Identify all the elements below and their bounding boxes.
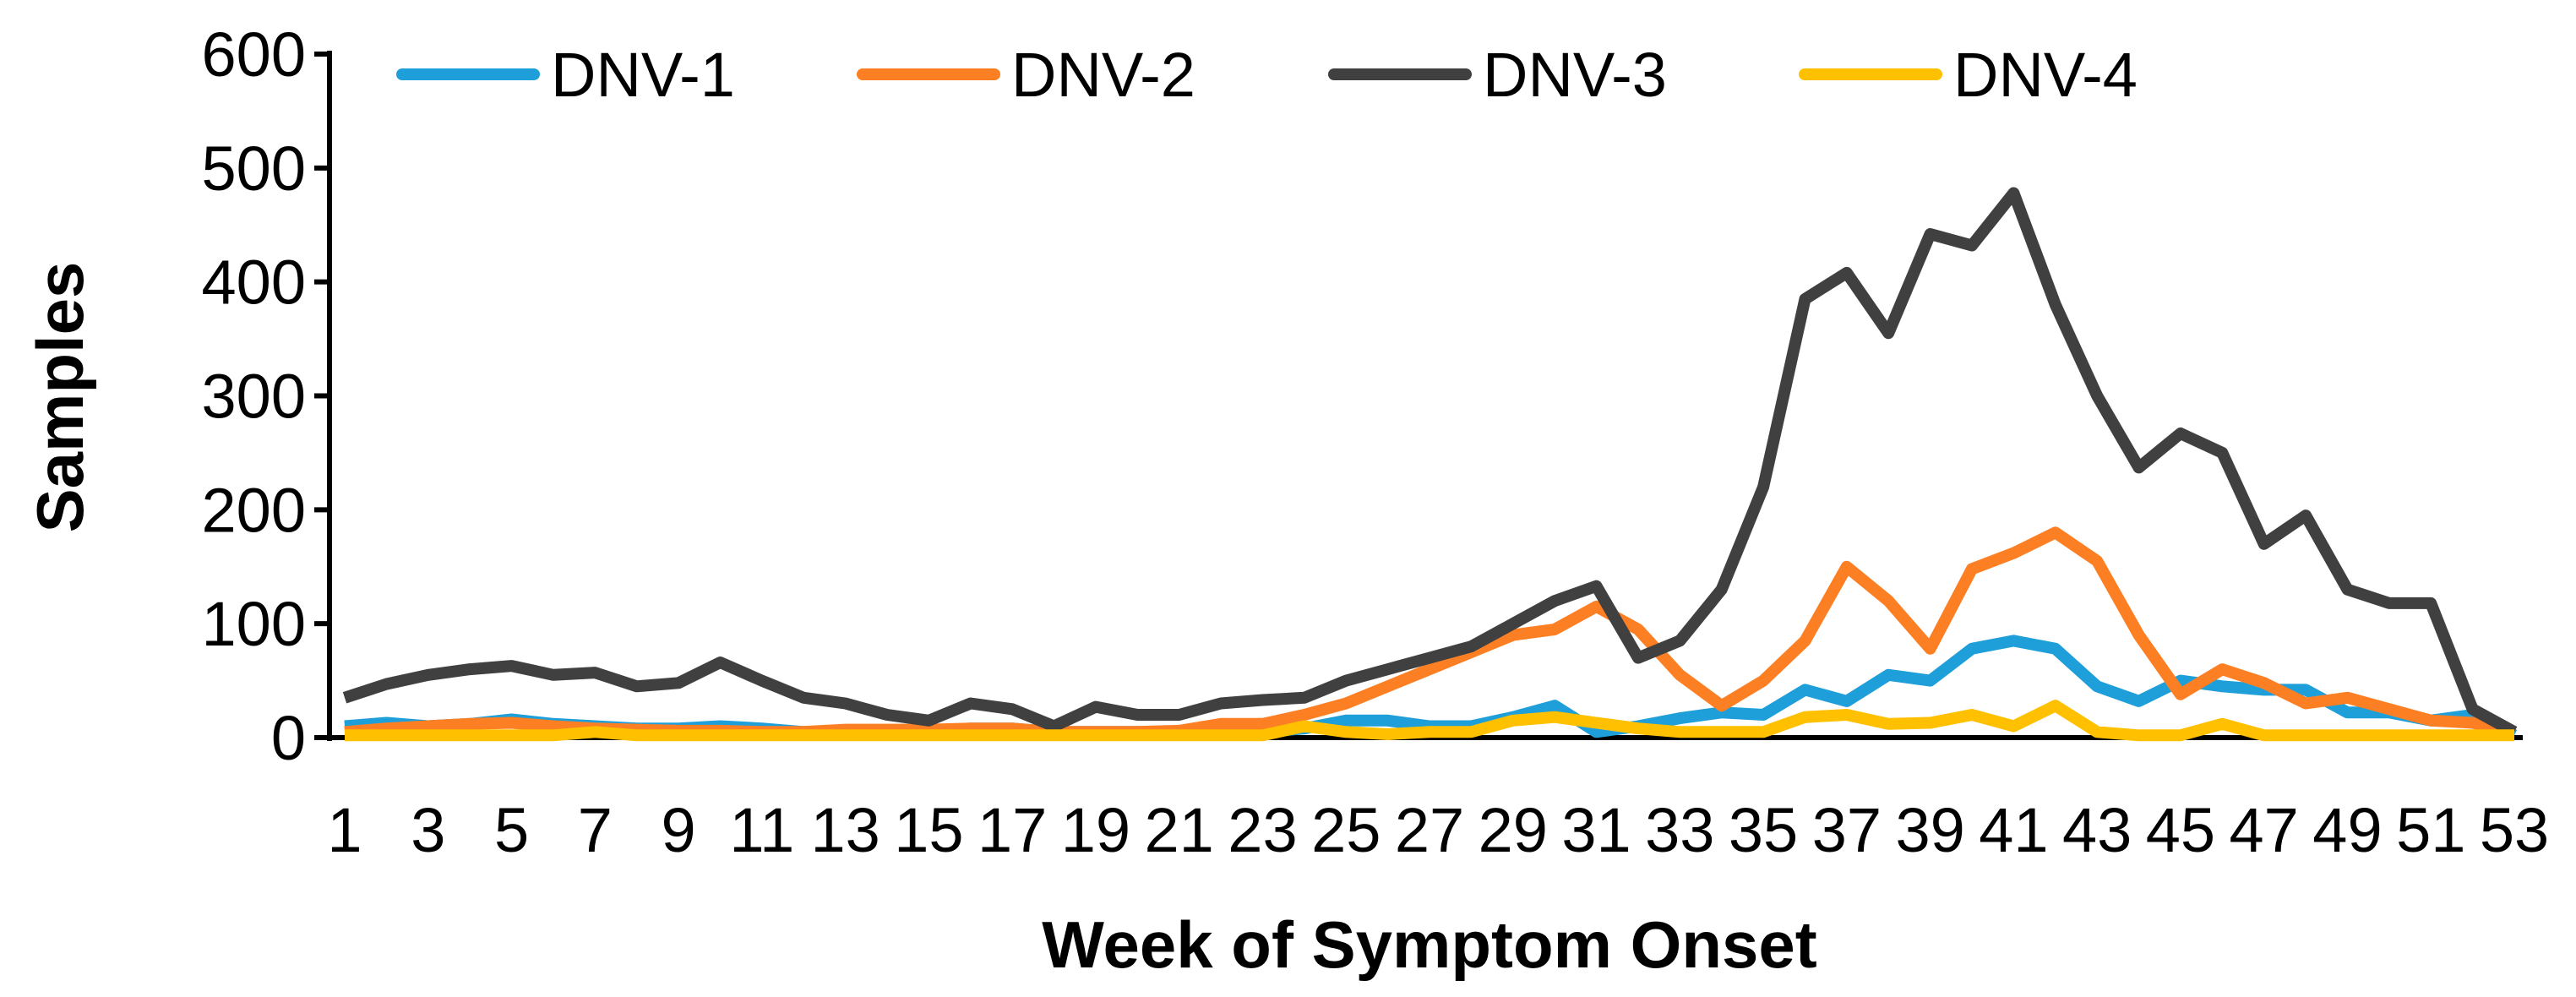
legend-label: DNV-3 xyxy=(1483,40,1667,110)
x-tick-label: 49 xyxy=(2312,795,2382,865)
y-axis: 0 100 200 300 400 500 600 xyxy=(202,19,332,773)
x-tick-label: 3 xyxy=(411,795,445,865)
legend: DNV-1 DNV-2 DNV-3 DNV-4 xyxy=(396,40,2138,110)
y-tick-label: 500 xyxy=(202,133,306,204)
legend-item-dnv-3: DNV-3 xyxy=(1328,40,1667,110)
x-tick-label: 1 xyxy=(327,795,362,865)
x-tick-label: 9 xyxy=(661,795,695,865)
legend-item-dnv-2: DNV-2 xyxy=(857,40,1195,110)
x-tick-label: 39 xyxy=(1895,795,1964,865)
y-tick-label: 100 xyxy=(202,589,306,659)
x-tick-label: 45 xyxy=(2146,795,2215,865)
series-line-dnv-2 xyxy=(344,526,2516,738)
x-tick-label: 37 xyxy=(1812,795,1882,865)
series-line-dnv-3 xyxy=(342,187,2518,738)
x-axis-label: Week of Symptom Onset xyxy=(1042,907,1816,982)
legend-item-dnv-4: DNV-4 xyxy=(1799,40,2138,110)
x-tick-label: 47 xyxy=(2230,795,2299,865)
x-tick-label: 53 xyxy=(2480,795,2549,865)
x-tick-label: 35 xyxy=(1729,795,1798,865)
y-axis-label: Samples xyxy=(23,262,97,533)
y-tick-label: 400 xyxy=(202,248,306,318)
x-tick-label: 21 xyxy=(1145,795,1214,865)
y-tick-label: 200 xyxy=(202,475,306,545)
legend-label: DNV-2 xyxy=(1011,40,1195,110)
x-tick-label: 7 xyxy=(578,795,613,865)
x-tick-label: 43 xyxy=(2062,795,2132,865)
x-tick-label: 19 xyxy=(1061,795,1130,865)
x-tick-label: 23 xyxy=(1228,795,1297,865)
series-lines xyxy=(342,187,2518,742)
y-tick-label: 300 xyxy=(202,362,306,432)
y-tick-label: 600 xyxy=(202,19,306,90)
x-tick-label: 27 xyxy=(1395,795,1464,865)
y-tick-label: 0 xyxy=(271,703,306,773)
x-tick-label: 13 xyxy=(810,795,880,865)
x-tick-label: 15 xyxy=(894,795,963,865)
legend-label: DNV-4 xyxy=(1953,40,2138,110)
x-tick-label: 41 xyxy=(1979,795,2048,865)
x-tick-label: 25 xyxy=(1311,795,1381,865)
legend-item-dnv-1: DNV-1 xyxy=(396,40,735,110)
x-tick-label: 11 xyxy=(729,795,794,865)
x-tick-label: 51 xyxy=(2396,795,2465,865)
x-tick-label: 33 xyxy=(1645,795,1714,865)
x-tick-label: 31 xyxy=(1561,795,1631,865)
legend-label: DNV-1 xyxy=(551,40,735,110)
series-line-dnv-4 xyxy=(345,700,2514,742)
x-tick-label: 5 xyxy=(494,795,529,865)
x-tick-label: 17 xyxy=(978,795,1047,865)
x-tick-label: 29 xyxy=(1479,795,1548,865)
x-axis: 1 3 5 7 9 11 13 15 17 19 21 23 25 27 29 31 33 35 37 39 41 43 4… xyxy=(327,735,2549,865)
